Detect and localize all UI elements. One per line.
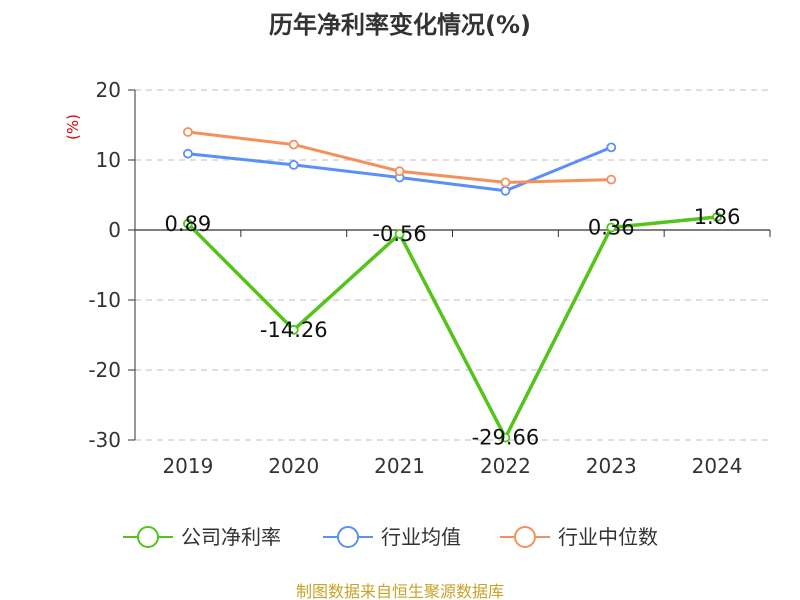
chart-title: 历年净利率变化情况(%): [269, 11, 531, 39]
legend-swatch-marker: [137, 526, 159, 548]
data-labels: 0.89 -14.26 -0.56 -29.66 0.36 1.86: [165, 205, 741, 450]
data-point: [712, 212, 722, 222]
data-label: -14.26: [260, 318, 328, 342]
data-label: 1.86: [694, 205, 741, 229]
source-note: 制图数据来自恒生聚源数据库: [296, 582, 504, 600]
data-point: [183, 148, 193, 159]
legend: 公司净利率 行业均值 行业中位数: [123, 525, 658, 549]
legend-item: 行业均值: [323, 525, 461, 549]
x-tick-label: 2020: [268, 454, 319, 478]
data-point: [500, 185, 511, 196]
x-tick-label: 2022: [480, 454, 531, 478]
y-tick-label: -10: [88, 288, 121, 312]
legend-label: 行业均值: [381, 525, 461, 549]
data-point: [288, 139, 299, 150]
legend-swatch-marker: [337, 526, 359, 548]
legend-label: 行业中位数: [558, 525, 658, 549]
x-tick-label: 2023: [586, 454, 637, 478]
data-point: [394, 166, 405, 177]
legend-swatch-marker: [514, 526, 536, 548]
data-point: [606, 174, 617, 185]
y-tick-label: 0: [108, 218, 121, 242]
data-point: [394, 229, 405, 239]
y-tick-label: 10: [96, 148, 121, 172]
y-tick-label: -30: [88, 428, 121, 452]
x-tick-label: 2021: [374, 454, 425, 478]
legend-item: 公司净利率: [123, 525, 281, 549]
axes: 20 10 0 -10 -20 -30 2019 2020 2021 2022 2023 2024: [88, 78, 771, 478]
grid-lines: [135, 89, 770, 441]
data-label: 0.89: [165, 212, 212, 236]
data-point: [183, 218, 193, 229]
data-point: [606, 222, 617, 233]
data-point: [500, 177, 511, 188]
y-tick-label: 20: [96, 78, 121, 102]
data-label: -29.66: [472, 426, 540, 450]
y-tick-label: -20: [88, 358, 121, 382]
series-lines: [183, 127, 722, 443]
data-point: [606, 142, 617, 153]
y-axis-label: (%): [64, 114, 82, 140]
data-label: 0.36: [588, 215, 635, 239]
x-tick-label: 2019: [162, 454, 213, 478]
data-label: -0.56: [372, 222, 426, 246]
data-point: [500, 432, 511, 443]
legend-label: 公司净利率: [181, 525, 281, 549]
x-tick-label: 2024: [692, 454, 743, 478]
data-point: [288, 324, 299, 335]
data-point: [183, 127, 193, 137]
legend-item: 行业中位数: [500, 525, 658, 549]
series-line: [186, 215, 718, 440]
data-point: [288, 159, 299, 170]
